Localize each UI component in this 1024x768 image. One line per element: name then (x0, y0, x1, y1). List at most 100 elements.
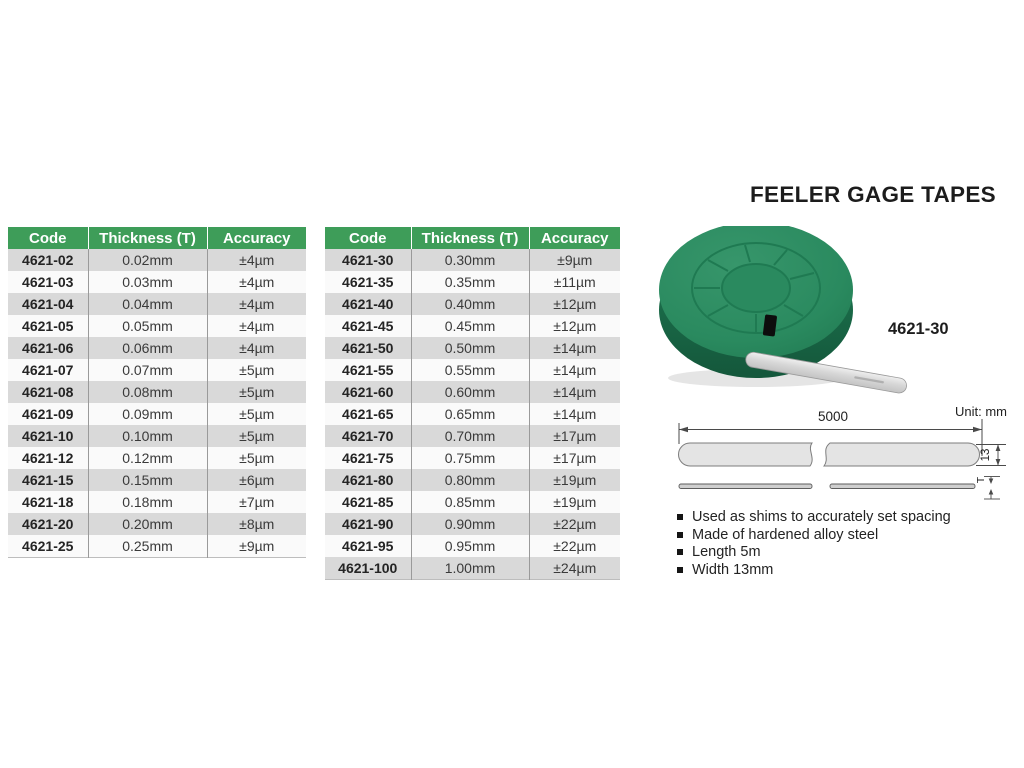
thickness-cell: 0.50mm (410, 337, 530, 359)
thickness-cell: 0.30mm (410, 249, 530, 271)
table-row: 4621-02 0.02mm ±4µm (8, 249, 306, 271)
thickness-arrow-down (988, 478, 994, 484)
thickness-cell: 0.06mm (87, 337, 208, 359)
table-row: 4621-60 0.60mm ±14µm (325, 381, 620, 403)
code-cell: 4621-45 (325, 315, 411, 337)
feature-list: Used as shims to accurately set spacing M… (676, 509, 1016, 579)
code-cell: 4621-80 (325, 469, 411, 491)
dim-arrow-left (679, 426, 688, 433)
code-cell: 4621-55 (325, 359, 411, 381)
table-row: 4621-15 0.15mm ±6µm (8, 469, 306, 491)
code-cell: 4621-18 (8, 491, 88, 513)
code-cell: 4621-75 (325, 447, 411, 469)
code-cell: 4621-09 (8, 403, 88, 425)
length-dimension-lines (678, 419, 983, 456)
table-row: 4621-100 1.00mm ±24µm (325, 557, 620, 579)
spec-table-thick-sizes: Code Thickness (T) Accuracy 4621-30 0.30mm ±9… (325, 227, 620, 580)
code-cell: 4621-04 (8, 293, 88, 315)
feature-text: Length 5m (692, 544, 761, 560)
thickness-cell: 0.03mm (87, 271, 208, 293)
spec-table: Code Thickness (T) Accuracy 4621-02 0.02mm ±4… (8, 227, 306, 558)
table-row: 4621-18 0.18mm ±7µm (8, 491, 306, 513)
table-row: 4621-03 0.03mm ±4µm (8, 271, 306, 293)
accuracy-cell: ±8µm (207, 513, 306, 535)
accuracy-cell: ±5µm (207, 447, 306, 469)
thickness-cell: 0.18mm (87, 491, 208, 513)
tape-marking (854, 376, 884, 384)
column-header: Accuracy (528, 227, 620, 249)
thickness-cell: 0.45mm (410, 315, 530, 337)
code-cell: 4621-06 (8, 337, 88, 359)
code-cell: 4621-05 (8, 315, 88, 337)
code-cell: 4621-60 (325, 381, 411, 403)
accuracy-cell: ±4µm (207, 271, 306, 293)
table-row: 4621-70 0.70mm ±17µm (325, 425, 620, 447)
thickness-cell: 0.08mm (87, 381, 208, 403)
code-cell: 4621-70 (325, 425, 411, 447)
table-row: 4621-65 0.65mm ±14µm (325, 403, 620, 425)
table-row: 4621-04 0.04mm ±4µm (8, 293, 306, 315)
thickness-cell: 0.85mm (410, 491, 530, 513)
dispenser-body (659, 226, 853, 387)
table-row: 4621-12 0.12mm ±5µm (8, 447, 306, 469)
table-row: 4621-07 0.07mm ±5µm (8, 359, 306, 381)
accuracy-cell: ±11µm (529, 271, 620, 293)
accuracy-cell: ±4µm (207, 337, 306, 359)
accuracy-cell: ±9µm (529, 249, 620, 271)
accuracy-cell: ±19µm (529, 491, 620, 513)
code-cell: 4621-10 (8, 425, 88, 447)
accuracy-cell: ±5µm (207, 425, 306, 447)
thickness-cell: 0.95mm (410, 535, 530, 557)
code-cell: 4621-85 (325, 491, 411, 513)
accuracy-cell: ±5µm (207, 403, 306, 425)
tape-dimension-drawing: Unit: mm 5000 13 T (678, 404, 1007, 500)
thickness-cell: 0.04mm (87, 293, 208, 315)
thickness-dimension-label: T (975, 476, 987, 483)
thickness-cell: 0.15mm (87, 469, 208, 491)
table-row: 4621-06 0.06mm ±4µm (8, 337, 306, 359)
accuracy-cell: ±12µm (529, 315, 620, 337)
column-header: Code (8, 227, 88, 249)
code-cell: 4621-30 (325, 249, 411, 271)
feature-text: Made of hardened alloy steel (692, 526, 879, 543)
width-dimension-label: 13 (980, 449, 992, 462)
code-cell: 4621-40 (325, 293, 411, 315)
accuracy-cell: ±4µm (207, 249, 306, 271)
accuracy-cell: ±14µm (529, 403, 620, 425)
code-cell: 4621-07 (8, 359, 88, 381)
accuracy-cell: ±4µm (207, 315, 306, 337)
molded-spokes (694, 244, 815, 332)
code-cell: 4621-90 (325, 513, 411, 535)
accuracy-cell: ±22µm (529, 513, 620, 535)
table-row: 4621-25 0.25mm ±9µm (8, 535, 306, 557)
accuracy-cell: ±24µm (529, 557, 620, 579)
feature-text: Used as shims to accurately set spacing (692, 509, 951, 525)
tape-exit-slot (762, 314, 777, 337)
column-header: Accuracy (206, 227, 306, 249)
accuracy-cell: ±19µm (529, 469, 620, 491)
feature-item: Length 5m (676, 544, 1016, 561)
steel-tape-strip (745, 351, 907, 394)
thickness-cell: 0.35mm (410, 271, 530, 293)
accuracy-cell: ±17µm (529, 447, 620, 469)
accuracy-cell: ±5µm (207, 381, 306, 403)
table-row: 4621-30 0.30mm ±9µm (325, 249, 620, 271)
feature-item: Width 13mm (676, 562, 1016, 579)
table-row: 4621-35 0.35mm ±11µm (325, 271, 620, 293)
thickness-cell: 0.75mm (410, 447, 530, 469)
thickness-cell: 0.40mm (410, 293, 530, 315)
table-row: 4621-75 0.75mm ±17µm (325, 447, 620, 469)
feature-text: Width 13mm (692, 561, 774, 578)
accuracy-cell: ±6µm (207, 469, 306, 491)
thickness-cell: 0.20mm (87, 513, 208, 535)
thickness-cell: 0.02mm (87, 249, 208, 271)
accuracy-cell: ±17µm (529, 425, 620, 447)
spec-table-thin-sizes: Code Thickness (T) Accuracy 4621-02 0.02mm ±4… (8, 227, 306, 558)
header-row: Code Thickness (T) Accuracy (325, 227, 620, 249)
thickness-cell: 0.55mm (410, 359, 530, 381)
column-header: Thickness (T) (410, 227, 529, 249)
table-row: 4621-55 0.55mm ±14µm (325, 359, 620, 381)
code-cell: 4621-15 (8, 469, 88, 491)
tape-top-view (678, 442, 980, 467)
thickness-cell: 0.70mm (410, 425, 530, 447)
